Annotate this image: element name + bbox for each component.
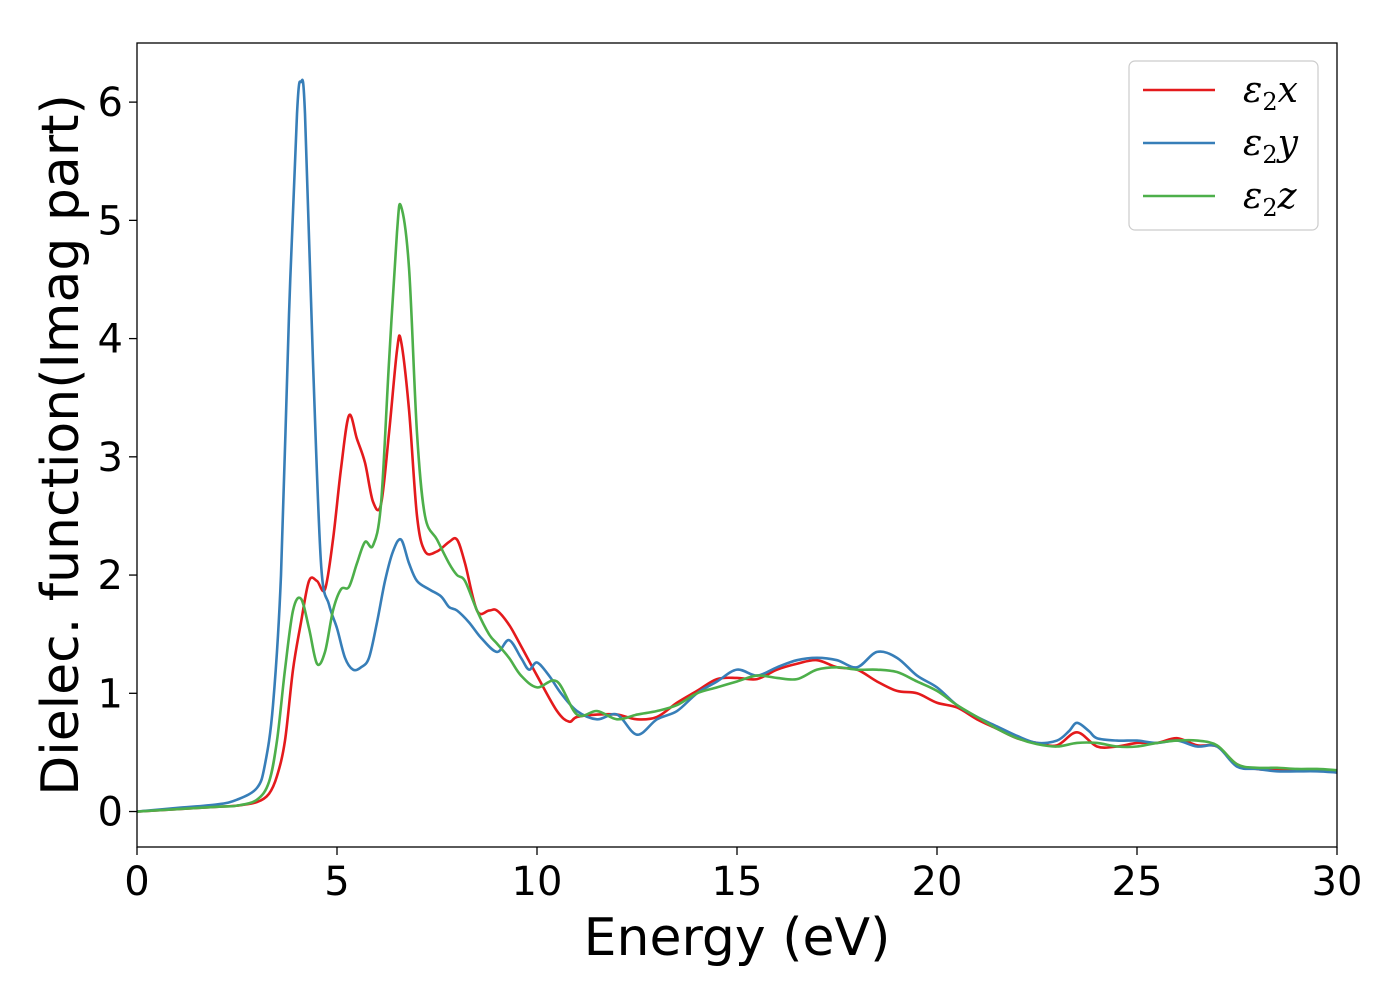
x-tick-label: 25	[1112, 859, 1163, 905]
x-tick-label: 10	[512, 859, 563, 905]
y-tick-label: 2	[98, 553, 123, 599]
legend-label: ε2x	[1243, 70, 1298, 116]
y-tick-label: 5	[98, 198, 123, 244]
legend-item-x: ε2x	[1143, 70, 1298, 116]
y-tick-label: 3	[98, 435, 123, 481]
legend-item-y: ε2y	[1143, 123, 1299, 169]
series-lines	[137, 78, 1337, 813]
x-tick-label: 0	[124, 859, 149, 905]
x-axis-label: Energy (eV)	[584, 908, 891, 968]
legend-label: ε2z	[1243, 176, 1298, 222]
axis-ticks: 0 5 10 15 20 25 30 0 1 2 3 4 5 6	[98, 80, 1363, 905]
y-axis-label: Dielec. function(Imag part)	[31, 94, 91, 796]
x-tick-label: 15	[712, 859, 763, 905]
x-tick-label: 30	[1312, 859, 1363, 905]
x-tick-label: 20	[912, 859, 963, 905]
series-line-x	[137, 334, 1337, 813]
y-tick-label: 4	[98, 317, 123, 363]
series-line-y	[137, 78, 1337, 813]
y-tick-label: 1	[98, 671, 123, 717]
legend-box	[1128, 60, 1319, 231]
legend-label: ε2y	[1243, 123, 1299, 169]
y-tick-label: 6	[98, 80, 123, 126]
x-tick-label: 5	[324, 859, 349, 905]
legend-item-z: ε2z	[1143, 176, 1298, 222]
series-line-z	[137, 202, 1337, 813]
legend: ε2x ε2y ε2z	[1128, 60, 1319, 231]
y-tick-label: 0	[98, 790, 123, 836]
